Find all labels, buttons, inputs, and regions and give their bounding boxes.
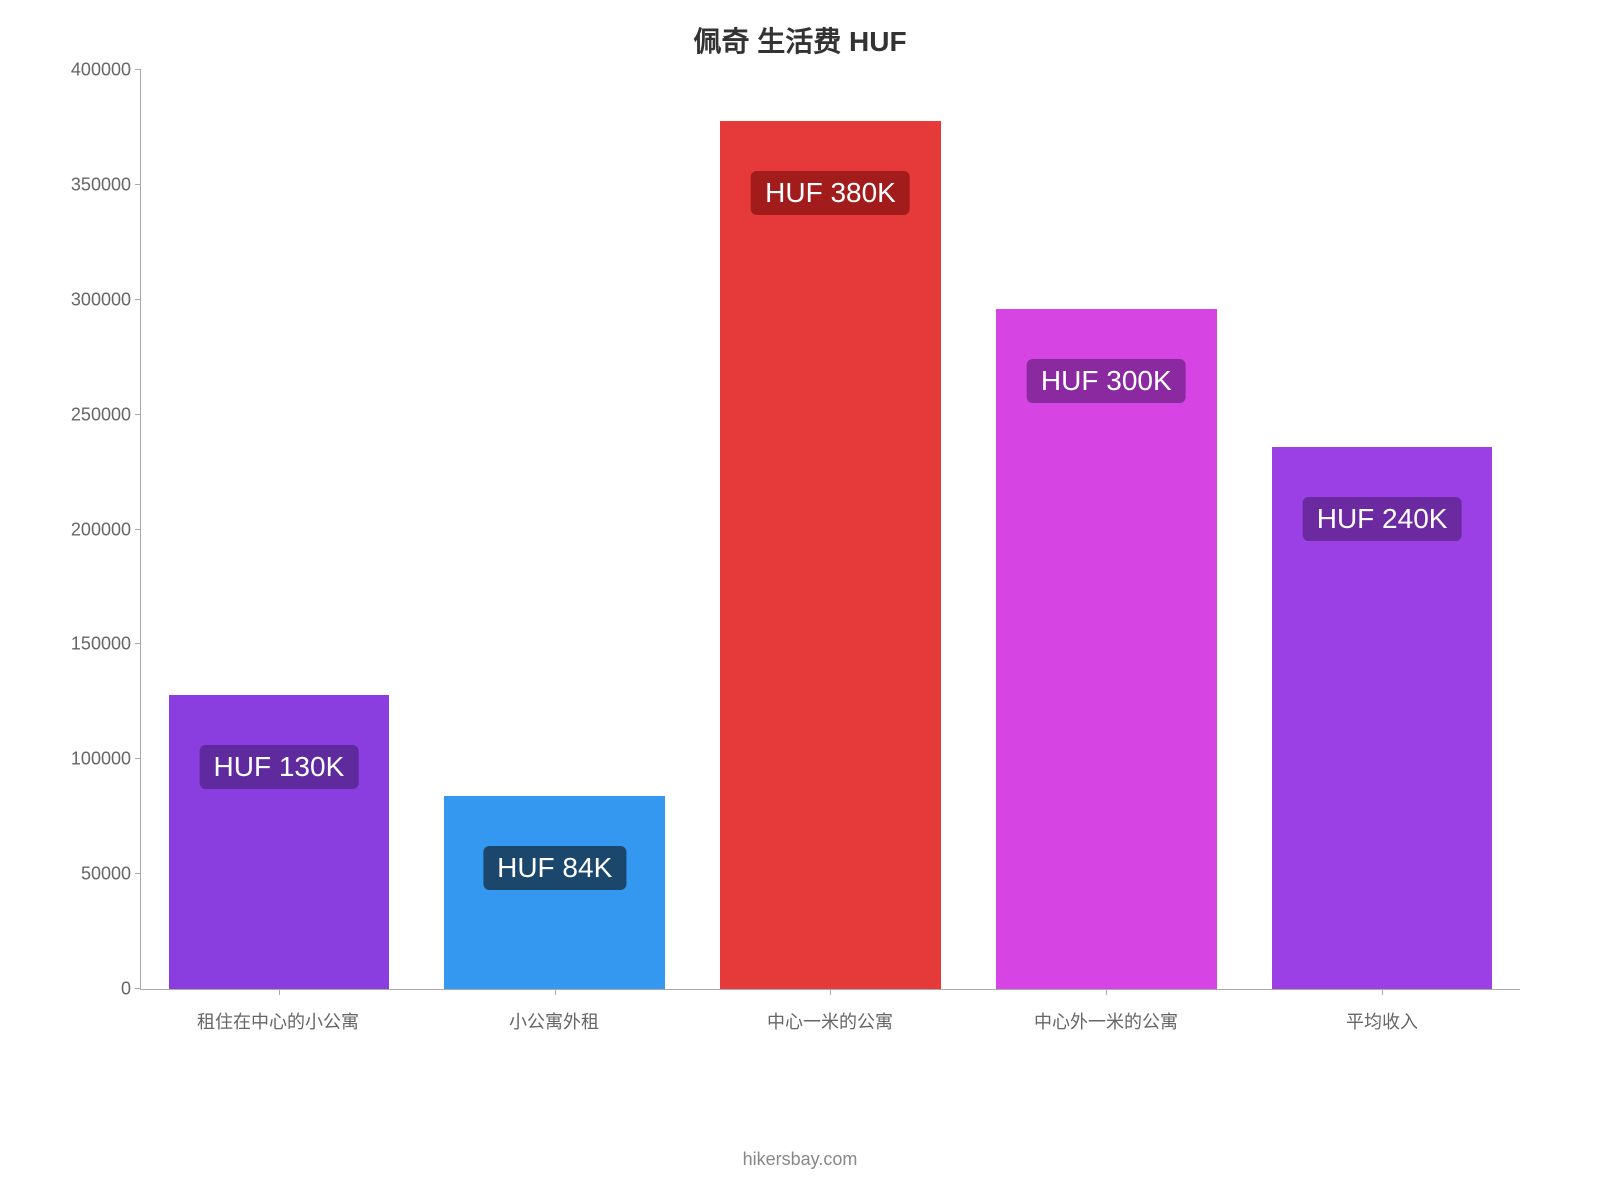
- bar: HUF 300K: [996, 309, 1217, 989]
- y-axis-tick-label: 100000: [71, 749, 141, 770]
- bar-slot: HUF 130K: [141, 70, 417, 989]
- x-axis-labels: 租住在中心的小公寓小公寓外租中心一米的公寓中心外一米的公寓平均收入: [140, 990, 1520, 1034]
- chart-title: 佩奇 生活费 HUF: [40, 20, 1560, 60]
- y-axis-tick: [135, 758, 141, 759]
- bar-slot: HUF 380K: [693, 70, 969, 989]
- y-axis-tick: [135, 643, 141, 644]
- x-axis-label: 小公寓外租: [416, 990, 692, 1034]
- bar: HUF 84K: [444, 796, 665, 989]
- y-axis-tick-label: 300000: [71, 289, 141, 310]
- y-axis-tick-label: 350000: [71, 174, 141, 195]
- y-axis-tick: [135, 69, 141, 70]
- chart-footer: hikersbay.com: [0, 1149, 1600, 1170]
- plot-area: HUF 130KHUF 84KHUF 380KHUF 300KHUF 240K …: [140, 70, 1520, 990]
- y-axis-tick: [135, 529, 141, 530]
- bar-slot: HUF 240K: [1244, 70, 1520, 989]
- y-axis-tick: [135, 184, 141, 185]
- x-axis-label: 租住在中心的小公寓: [140, 990, 416, 1034]
- bar-value-label: HUF 380K: [751, 171, 910, 215]
- x-axis-label: 平均收入: [1244, 990, 1520, 1034]
- y-axis-tick-label: 250000: [71, 404, 141, 425]
- y-axis-tick-label: 0: [121, 979, 141, 1000]
- y-axis-tick: [135, 414, 141, 415]
- bar-value-label: HUF 300K: [1027, 359, 1186, 403]
- bar-value-label: HUF 130K: [200, 745, 359, 789]
- y-axis-tick-label: 50000: [81, 864, 141, 885]
- bar: HUF 240K: [1272, 447, 1493, 989]
- x-axis-tick: [830, 989, 831, 995]
- x-axis-tick: [1382, 989, 1383, 995]
- bar: HUF 380K: [720, 121, 941, 989]
- y-axis-tick: [135, 299, 141, 300]
- bar-value-label: HUF 240K: [1303, 497, 1462, 541]
- y-axis-tick: [135, 873, 141, 874]
- bar: HUF 130K: [169, 695, 390, 989]
- x-axis-tick: [279, 989, 280, 995]
- chart-container: 佩奇 生活费 HUF HUF 130K HUF 84K HUF 380K HUF 30…: [0, 0, 1600, 1200]
- x-axis-tick: [555, 989, 556, 995]
- bars-row: HUF 130K HUF 84K HUF 380K HUF 300K HUF 240K: [141, 70, 1520, 989]
- y-axis-tick-label: 150000: [71, 634, 141, 655]
- x-axis-label: 中心外一米的公寓: [968, 990, 1244, 1034]
- x-axis-tick: [1106, 989, 1107, 995]
- bar-slot: HUF 300K: [968, 70, 1244, 989]
- y-axis-tick-label: 400000: [71, 60, 141, 81]
- y-axis-tick-label: 200000: [71, 519, 141, 540]
- bar-slot: HUF 84K: [417, 70, 693, 989]
- bar-value-label: HUF 84K: [483, 846, 626, 890]
- x-axis-label: 中心一米的公寓: [692, 990, 968, 1034]
- y-axis-tick: [135, 988, 141, 989]
